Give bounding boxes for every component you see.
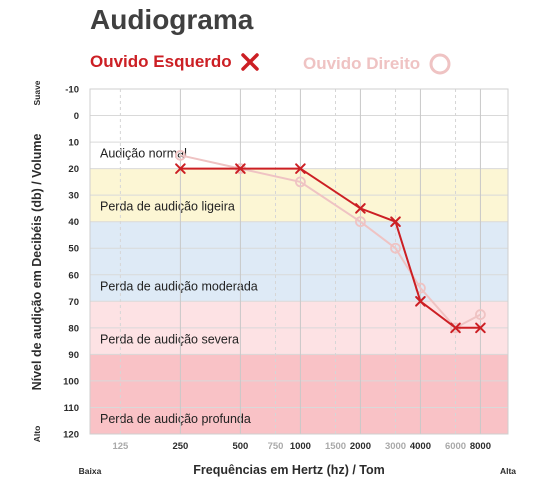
y-tick-label: 110 bbox=[64, 403, 79, 414]
circle-icon bbox=[429, 53, 451, 75]
y-tick-label: 30 bbox=[68, 191, 79, 202]
x-tick-label: 4000 bbox=[410, 441, 431, 452]
band-label-1: Perda de audição ligeira bbox=[100, 200, 235, 214]
plot-frame bbox=[89, 88, 509, 435]
x-axis-title: Frequências em Hertz (hz) / Tom bbox=[193, 463, 384, 477]
legend-left-ear-label: Ouvido Esquerdo bbox=[90, 52, 232, 71]
x-tick-label: 125 bbox=[112, 441, 129, 452]
y-tick-label: 70 bbox=[68, 297, 79, 308]
y-tick-label: 120 bbox=[63, 430, 79, 441]
x-marker bbox=[450, 322, 461, 334]
x-icon bbox=[240, 53, 259, 71]
band-2 bbox=[90, 221, 508, 302]
band-label-4: Perda de audição profunda bbox=[100, 412, 251, 426]
x-tick-label: 750 bbox=[268, 441, 284, 452]
x-tick-label: 500 bbox=[232, 441, 248, 452]
x-tick-labels: 125 250 500 750 1000 1500 2000 3000 4000 6000 8000 bbox=[112, 441, 491, 452]
circle-marker bbox=[295, 176, 306, 188]
y-tick-labels: -10 0 10 20 30 40 50 60 70 80 90 100 110 120 bbox=[63, 85, 79, 441]
y-tick-label: 100 bbox=[63, 376, 79, 387]
x-marker bbox=[175, 163, 186, 174]
band-label-3: Perda de audição severa bbox=[100, 332, 239, 346]
y-tick-label: 60 bbox=[68, 270, 79, 281]
band-label-0: Audição normal bbox=[100, 147, 187, 161]
x-marker bbox=[235, 163, 246, 174]
y-tick-label: 50 bbox=[68, 244, 79, 255]
circle-marker bbox=[390, 242, 401, 254]
y-tick-label: 0 bbox=[74, 111, 79, 122]
y-end-label-top: Suave bbox=[32, 80, 42, 105]
x-marker bbox=[295, 163, 306, 174]
legend-right-ear-label: Ouvido Direito bbox=[303, 54, 421, 73]
circle-marker bbox=[174, 149, 186, 161]
x-marker bbox=[475, 322, 486, 334]
y-tick-label: -10 bbox=[65, 85, 79, 96]
circle-marker bbox=[475, 309, 486, 320]
plot-border bbox=[89, 88, 509, 435]
hearing-bands: Audição normal Perda de audição ligeira Pe… bbox=[90, 89, 508, 434]
band-4 bbox=[90, 354, 508, 434]
series-line bbox=[180, 167, 481, 329]
y-axis-title: Nível de audição em Decibéis (db) / Volu… bbox=[30, 134, 44, 391]
x-tick-label: 1500 bbox=[325, 441, 346, 452]
x-end-label-right: Alta bbox=[500, 466, 516, 476]
series-group bbox=[174, 149, 486, 334]
x-tick-label: 1000 bbox=[290, 441, 311, 452]
x-tick-label: 3000 bbox=[385, 441, 406, 452]
x-tick-label: 2000 bbox=[350, 441, 371, 452]
band-0 bbox=[90, 89, 508, 169]
x-tick-label: 8000 bbox=[470, 441, 491, 452]
y-tick-label: 20 bbox=[68, 164, 79, 175]
y-end-label-bottom: Alto bbox=[32, 426, 42, 443]
legend-right-ear: Ouvido Direito bbox=[303, 52, 452, 76]
y-tick-label: 90 bbox=[68, 350, 79, 361]
series-left-ear bbox=[175, 163, 486, 334]
y-tick-label: 10 bbox=[68, 138, 79, 149]
x-marker bbox=[390, 216, 401, 227]
x-tick-label: 250 bbox=[172, 441, 188, 452]
legend-left-ear: Ouvido Esquerdo bbox=[90, 52, 260, 72]
y-tick-label: 80 bbox=[68, 323, 79, 334]
x-marker bbox=[355, 203, 366, 214]
circle-marker bbox=[355, 216, 366, 228]
x-tick-label: 6000 bbox=[445, 441, 466, 452]
x-marker bbox=[415, 296, 426, 307]
band-label-2: Perda de audição moderada bbox=[100, 279, 258, 293]
x-end-label-left: Baixa bbox=[79, 466, 102, 476]
chart-title: Audiograma bbox=[90, 4, 254, 35]
series-line bbox=[180, 154, 481, 330]
y-tick-label: 40 bbox=[68, 217, 79, 228]
